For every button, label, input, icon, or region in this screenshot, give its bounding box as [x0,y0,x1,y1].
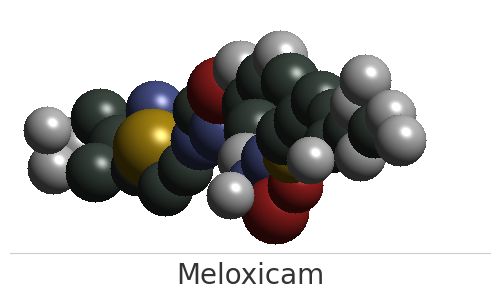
Text: Meloxicam: Meloxicam [176,262,324,290]
